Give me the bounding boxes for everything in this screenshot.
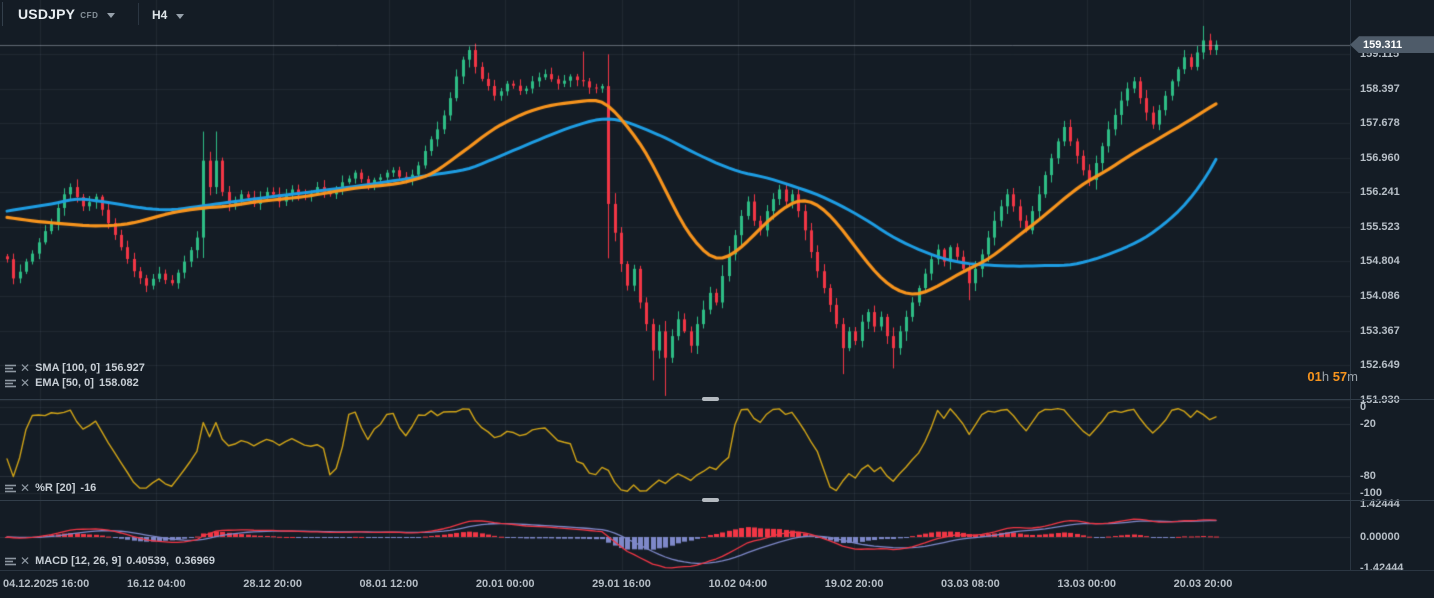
wpr-legend-row: ✕ %R [20] -16 (5, 481, 96, 495)
price-axis-label: 152.649 (1360, 359, 1400, 372)
time-axis-label: 20.03 20:00 (1173, 578, 1233, 590)
sma-legend-value: 156.927 (105, 362, 145, 374)
pane-resize-handle[interactable] (702, 397, 719, 401)
price-axis-label: 154.804 (1360, 255, 1400, 268)
chart-toolbar: USDJPY CFD H4 (0, 0, 1434, 28)
wpr-axis-label: -80 (1360, 469, 1376, 482)
indicator-close-icon[interactable]: ✕ (20, 481, 31, 495)
chevron-down-icon (107, 12, 116, 18)
time-axis-label: 03.03 08:00 (941, 578, 1000, 590)
time-axis-label: 08.01 12:00 (359, 578, 419, 590)
macd-legend-value: 0.40539, 0.36969 (126, 555, 215, 567)
ema-legend-row: ✕ EMA [50, 0] 158.082 (5, 376, 145, 390)
time-axis-label: 19.02 20:00 (824, 578, 884, 590)
symbol-selector[interactable]: USDJPY CFD (18, 6, 116, 22)
price-axis-border (1350, 0, 1351, 570)
macd-legend: ✕ MACD [12, 26, 9] 0.40539, 0.36969 (5, 554, 215, 568)
countdown-minutes: 57 (1332, 369, 1348, 384)
current-price-tag: 159.311 (1350, 36, 1434, 54)
pane-divider-wpr[interactable] (0, 397, 1434, 401)
indicator-settings-icon[interactable] (5, 557, 16, 566)
timeframe-selector[interactable]: H4 (152, 8, 185, 22)
price-axis-label: 157.678 (1360, 117, 1400, 130)
wpr-axis-label: 0 (1360, 401, 1367, 413)
symbol-name: USDJPY (18, 6, 76, 22)
wpr-legend-label: %R [20] (35, 482, 76, 494)
ema-legend-label: EMA [50, 0] (35, 377, 94, 389)
chevron-down-icon (176, 13, 185, 19)
price-axis-label: 155.523 (1360, 220, 1400, 233)
chart-canvas[interactable] (0, 0, 1350, 570)
indicator-settings-icon[interactable] (5, 379, 16, 388)
toolbar-edge-line (2, 2, 3, 26)
current-price-value: 159.311 (1363, 38, 1403, 51)
countdown-minutes-unit: m (1347, 369, 1358, 384)
indicator-close-icon[interactable]: ✕ (20, 554, 31, 568)
sma-legend-label: SMA [100, 0] (35, 362, 101, 374)
indicator-close-icon[interactable]: ✕ (20, 361, 31, 375)
wpr-legend-value: -16 (80, 482, 97, 494)
macd-legend-row: ✕ MACD [12, 26, 9] 0.40539, 0.36969 (5, 554, 215, 568)
candle-countdown-timer: 01h 57m (1307, 369, 1358, 384)
price-axis-label: 156.960 (1360, 151, 1400, 164)
time-axis-label: 29.01 16:00 (592, 578, 651, 590)
price-axis-label: 154.086 (1360, 289, 1400, 302)
time-axis-label: 20.01 00:00 (475, 578, 535, 590)
ema-legend-value: 158.082 (98, 377, 139, 389)
price-axis-label: 153.367 (1360, 324, 1400, 337)
time-axis-label: 10.02 04:00 (708, 578, 768, 590)
price-axis-label: 158.397 (1360, 82, 1400, 95)
timeframe-label: H4 (152, 8, 168, 22)
time-axis-label: 04.12.2025 16:00 (3, 578, 90, 590)
wpr-legend: ✕ %R [20] -16 (5, 481, 96, 495)
price-axis-label: 156.241 (1360, 186, 1400, 199)
time-axis-label: 13.03 00:00 (1057, 578, 1117, 590)
time-axis-border (0, 570, 1434, 571)
time-axis-label: 28.12 20:00 (243, 578, 302, 590)
countdown-hours: 01 (1307, 369, 1322, 384)
pane-resize-handle[interactable] (702, 498, 719, 502)
overlay-legend: ✕ SMA [100, 0] 156.927 ✕ EMA [50, 0] 158… (5, 361, 145, 390)
indicator-settings-icon[interactable] (5, 364, 16, 373)
pane-divider-macd[interactable] (0, 498, 1434, 502)
sma-legend-row: ✕ SMA [100, 0] 156.927 (5, 361, 145, 375)
wpr-axis-label: -20 (1360, 418, 1376, 431)
wpr-axis-label: -100 (1360, 487, 1383, 499)
toolbar-separator (138, 3, 139, 25)
indicator-settings-icon[interactable] (5, 484, 16, 493)
macd-axis-label: 0.00000 (1360, 531, 1400, 543)
symbol-type-badge: CFD (80, 11, 99, 20)
countdown-hours-unit: h (1321, 369, 1333, 384)
indicator-close-icon[interactable]: ✕ (20, 376, 31, 390)
macd-axis-label: -1.42444 (1360, 562, 1404, 574)
macd-legend-label: MACD [12, 26, 9] (35, 555, 122, 567)
time-axis-label: 16.12 04:00 (126, 578, 186, 590)
